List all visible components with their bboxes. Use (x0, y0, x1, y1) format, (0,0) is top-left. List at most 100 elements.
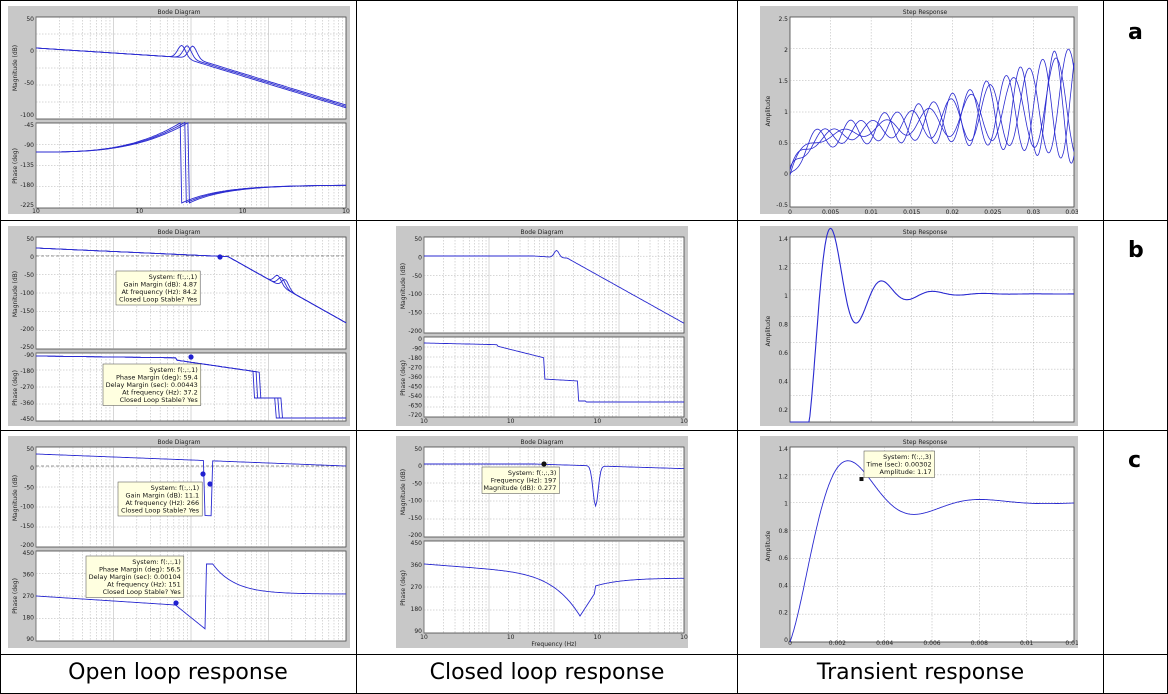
gain-datatip-line: Gain Margin (dB): 11.1 (126, 492, 200, 500)
y-tick-label: 0.5 (778, 140, 788, 147)
x-tick-label: 0.015 (903, 209, 920, 214)
y-tick-label: -90 (24, 142, 34, 149)
x-tick-label: 0.006 (923, 640, 940, 647)
peak-datatip-line: System: f(:,:,3) (883, 453, 932, 461)
y-tick-label: -360 (20, 400, 34, 407)
x-tick-label: 0.025 (984, 209, 1001, 214)
chart-title: Step Response (903, 229, 948, 236)
y-tick-label: -90 (412, 346, 422, 353)
y-tick-label: -180 (408, 355, 422, 362)
y-tick-label: -270 (20, 384, 34, 391)
caption-open-loop: Open loop response (68, 660, 288, 685)
y-tick-label: 0.2 (778, 407, 788, 414)
x-tick-label: 10 (507, 418, 515, 425)
phase-margin-marker (173, 600, 179, 606)
peak-marker (859, 477, 864, 482)
y-tick-label: 50 (414, 446, 422, 453)
phase-curve (36, 355, 346, 419)
x-tick-label: 10 (680, 418, 688, 425)
gain-datatip-line: At frequency (Hz): 84.2 (121, 288, 197, 296)
y-tick-label: -200 (408, 328, 422, 335)
x-tick-label: 0.012 (1065, 640, 1078, 647)
x-axis-label: Frequency (Hz) (531, 641, 576, 648)
y-tick-label: -150 (20, 308, 34, 315)
y-tick-label: 50 (414, 236, 422, 243)
step-curve (789, 460, 1074, 643)
step-curve (789, 50, 1075, 175)
y-tick-label: 1.2 (778, 473, 788, 480)
y-tick-label: 0 (30, 465, 34, 472)
y-tick-label: -270 (408, 365, 422, 372)
phase-margin-marker (188, 354, 194, 360)
step-curve (789, 57, 1075, 176)
phase-datatip-line: Closed Loop Stable? Yes (103, 588, 182, 596)
peak-datatip-line: Time (sec): 0.00302 (865, 461, 931, 469)
x-tick-label: 0.035 (1065, 209, 1078, 214)
y-tick-label: -100 (408, 498, 422, 505)
row-label-c: c (1128, 448, 1142, 473)
y-tick-label: 0.4 (778, 379, 788, 386)
phase-curve (423, 563, 684, 617)
y-tick-label: -100 (20, 112, 34, 119)
magnitude-curve (35, 45, 347, 106)
y-axis-label: Amplitude (765, 315, 772, 346)
caption-transient: Transient response (816, 660, 1025, 685)
y-axis-label-magnitude: Magnitude (dB) (400, 263, 407, 309)
y-axis-label-phase: Phase (deg) (400, 570, 407, 606)
x-tick-label: 0.01 (864, 209, 878, 214)
chart-title: Bode Diagram (158, 439, 201, 446)
y-tick-label: -225 (20, 202, 34, 209)
y-axis-label-magnitude: Magnitude (dB) (12, 271, 19, 317)
y-tick-label: -630 (408, 403, 422, 410)
phase-datatip-line: Delay Margin (sec): 0.00104 (89, 573, 181, 581)
phase-datatip-line: At frequency (Hz): 37.2 (122, 389, 198, 397)
y-tick-label: 1.4 (778, 236, 788, 243)
frequency-datatip-line: System: f(:,:,3) (508, 469, 557, 477)
x-tick-label: 10 (136, 208, 144, 214)
gain-datatip-box (117, 481, 203, 517)
peak-datatip-line: Amplitude: 1.17 (880, 468, 932, 476)
y-tick-label: 0 (30, 48, 34, 55)
chart-title: Bode Diagram (521, 229, 564, 236)
y-tick-label: -180 (20, 368, 34, 375)
y-tick-label: 270 (23, 593, 35, 600)
fig-c-open-bode: Bode Diagram 50 0 -50 -100 -150 -200 450 360 270 1… (8, 436, 350, 648)
y-tick-label: 0 (418, 254, 422, 261)
phase-datatip-box (102, 363, 202, 406)
y-tick-label: 360 (411, 562, 423, 569)
y-tick-label: -180 (20, 182, 34, 189)
phase-datatip-box (85, 555, 185, 598)
y-tick-label: -200 (408, 532, 422, 539)
fig-b-open-bode: Bode Diagram 50 0 -50 -100 -150 -200 -250 -90 -18… (8, 226, 350, 426)
y-tick-label: -540 (408, 393, 422, 400)
y-tick-label: -50 (412, 480, 422, 487)
y-tick-label: -50 (24, 484, 34, 491)
y-tick-label: -250 (20, 344, 34, 351)
phase-curve (35, 563, 346, 630)
y-tick-label: 0.6 (778, 555, 788, 562)
frequency-datatip-line: Frequency (Hz): 197 (491, 477, 557, 485)
frequency-datatip-line: Magnitude (dB): 0.277 (483, 484, 556, 492)
gain-margin-marker (200, 471, 206, 477)
y-tick-label: -200 (20, 326, 34, 333)
y-tick-label: -720 (408, 412, 422, 419)
y-tick-label: 1.2 (778, 265, 788, 272)
fig-a-open-bode: Bode Diagram 50 0 -50 -100 -45 -90 -135 -180 -225… (8, 6, 350, 214)
fig-c-step: Step Response 1.4 1.2 1 0.8 0.6 0.4 0.2 0 0 0.002 0… (760, 436, 1078, 648)
y-tick-label: 0 (418, 336, 422, 343)
magnitude-curve (35, 453, 347, 517)
x-tick-label: 0.002 (829, 640, 846, 647)
y-tick-label: 2.5 (778, 16, 788, 23)
phase-datatip-line: Phase Margin (deg): 59.4 (116, 374, 198, 382)
x-tick-label: 10 (594, 634, 602, 641)
phase-datatip-line: Closed Loop Stable? Yes (120, 396, 199, 404)
x-tick-label: 0.03 (1027, 209, 1041, 214)
gain-datatip-line: Closed Loop Stable? Yes (119, 296, 198, 304)
fig-c-closed-bode: Bode Diagram 50 0 -50 -100 -150 -200 450 360 270 1… (396, 436, 688, 648)
y-tick-label: 90 (26, 636, 34, 643)
gain-datatip-line: Closed Loop Stable? Yes (121, 507, 200, 515)
y-axis-label-magnitude: Magnitude (dB) (12, 45, 19, 91)
y-tick-label: 1 (784, 293, 788, 300)
y-tick-label: 450 (23, 550, 35, 557)
